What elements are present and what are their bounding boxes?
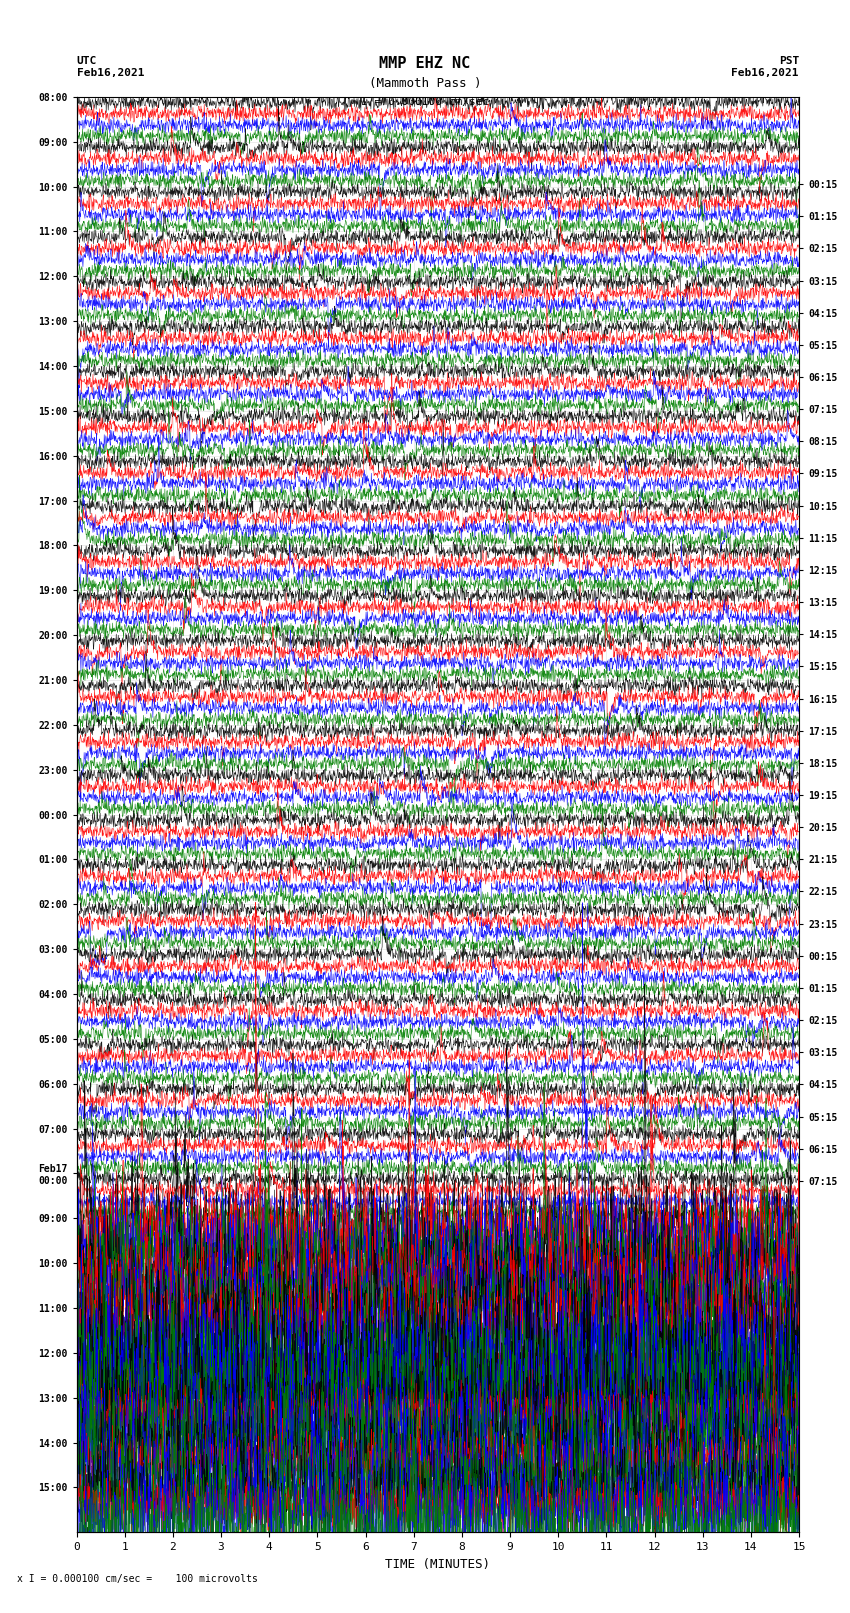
- Text: PST
Feb16,2021: PST Feb16,2021: [732, 56, 799, 77]
- Text: MMP EHZ NC: MMP EHZ NC: [379, 56, 471, 71]
- Text: UTC
Feb16,2021: UTC Feb16,2021: [76, 56, 144, 77]
- X-axis label: TIME (MINUTES): TIME (MINUTES): [385, 1558, 490, 1571]
- Text: (Mammoth Pass ): (Mammoth Pass ): [369, 77, 481, 90]
- Text: I = 0.000100 cm/sec: I = 0.000100 cm/sec: [361, 97, 489, 106]
- Text: x I = 0.000100 cm/sec =    100 microvolts: x I = 0.000100 cm/sec = 100 microvolts: [17, 1574, 258, 1584]
